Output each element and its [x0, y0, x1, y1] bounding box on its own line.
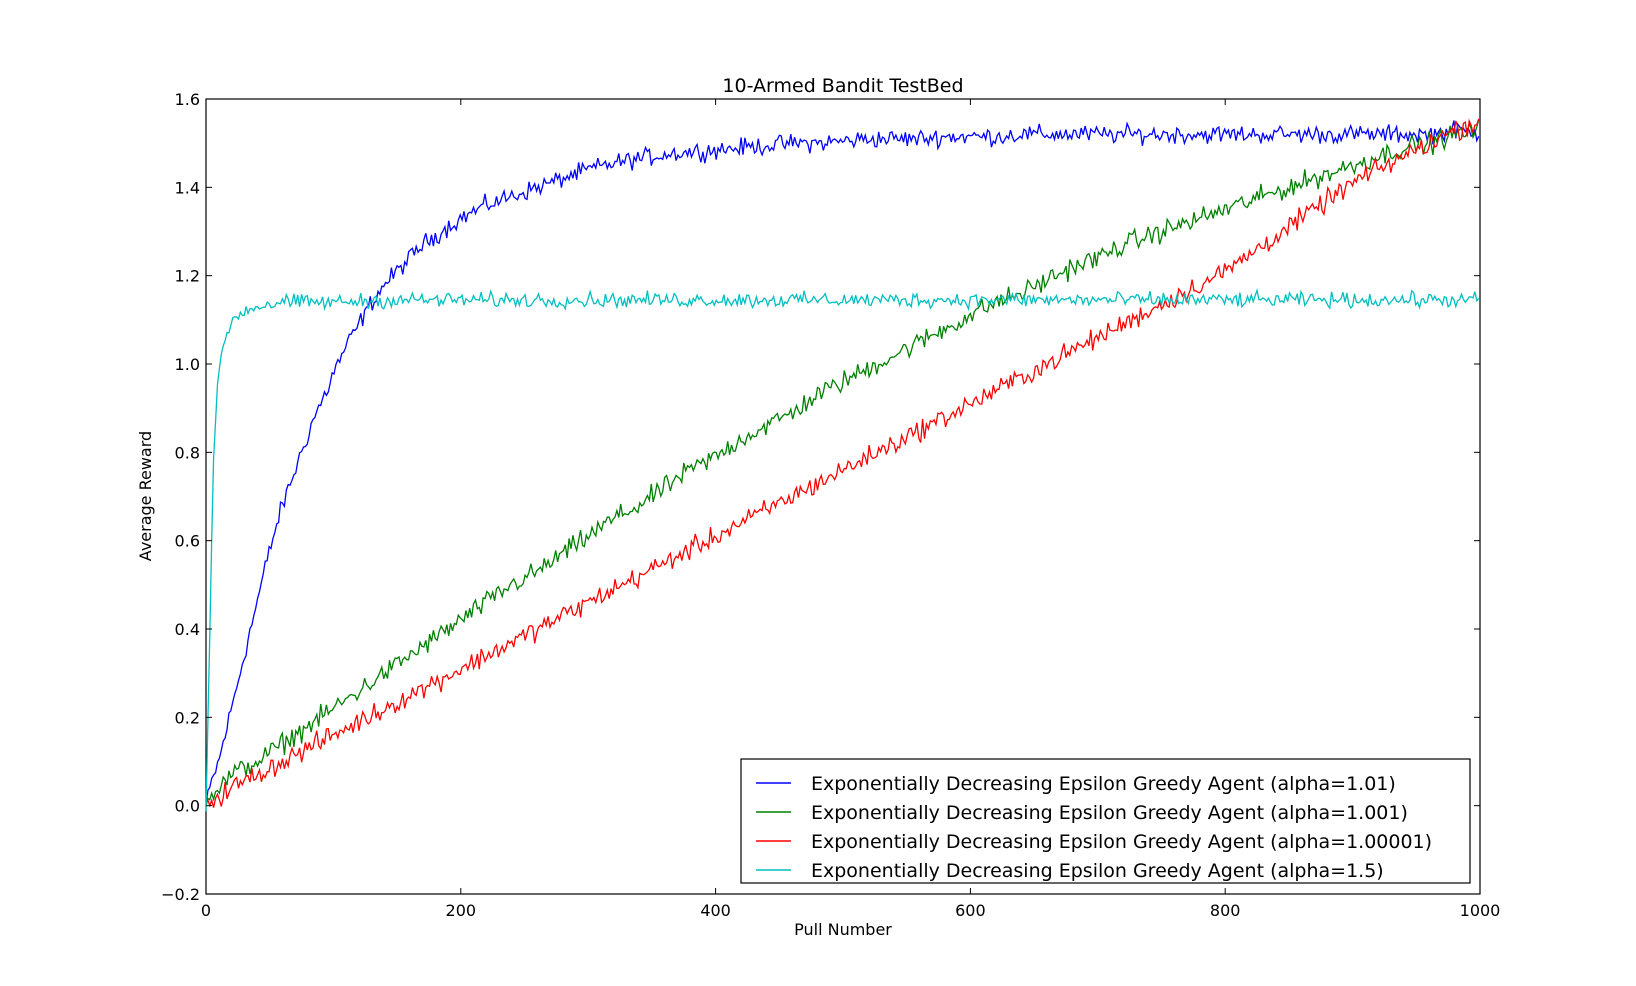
- y-tick-label: 1.2: [175, 267, 200, 286]
- y-tick-label: 1.4: [175, 178, 200, 197]
- series-layer: [205, 118, 1480, 812]
- x-tick-label: 0: [201, 901, 211, 920]
- y-tick-label: 1.6: [175, 90, 200, 109]
- legend-entries: Exponentially Decreasing Epsilon Greedy …: [756, 773, 1432, 882]
- y-tick-label: 0.8: [175, 443, 200, 462]
- y-tick-label: −0.2: [161, 885, 200, 904]
- legend-label: Exponentially Decreasing Epsilon Greedy …: [811, 802, 1408, 824]
- legend-box: [740, 758, 1471, 884]
- series-line-4: [205, 288, 1480, 812]
- x-tick-label: 1000: [1460, 901, 1501, 920]
- x-tick-label: 400: [700, 901, 731, 920]
- y-tick-label: 0.6: [175, 532, 200, 551]
- series-line-2: [205, 119, 1480, 807]
- series-line-3: [205, 118, 1480, 808]
- legend-label: Exponentially Decreasing Epsilon Greedy …: [811, 860, 1384, 882]
- x-axis-label: Pull Number: [794, 920, 892, 939]
- y-tick-label: 0.2: [175, 708, 200, 727]
- x-tick-label: 600: [955, 901, 986, 920]
- x-tick-label: 800: [1210, 901, 1241, 920]
- x-tick-label: 200: [446, 901, 477, 920]
- y-axis-label: Average Reward: [136, 431, 155, 561]
- legend-label: Exponentially Decreasing Epsilon Greedy …: [811, 831, 1432, 853]
- series-line-1: [205, 120, 1480, 805]
- legend-label: Exponentially Decreasing Epsilon Greedy …: [811, 773, 1396, 795]
- chart-title: 10-Armed Bandit TestBed: [722, 75, 963, 97]
- y-tick-label: 0.4: [175, 620, 200, 639]
- y-tick-label: 0.0: [175, 797, 200, 816]
- legend: Exponentially Decreasing Epsilon Greedy …: [740, 758, 1471, 884]
- ticks-layer: 0 200 400 600 800 1000 −0.2 0.0 0.2 0.4 0.6 0.8 1.0 1…: [161, 90, 1500, 920]
- y-tick-label: 1.0: [175, 355, 200, 374]
